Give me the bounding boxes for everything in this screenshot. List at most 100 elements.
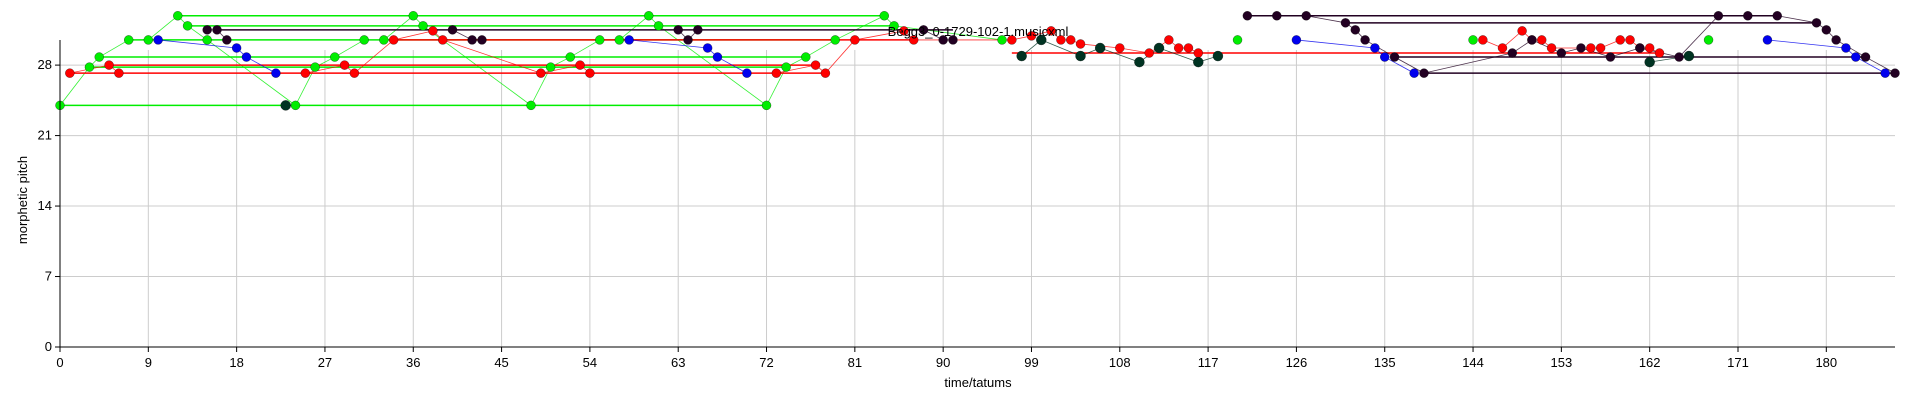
- series-green-connector: [894, 25, 1003, 41]
- series-red-point: [1645, 43, 1655, 53]
- series-blue-point: [1880, 68, 1890, 78]
- series-red-point: [810, 60, 821, 70]
- series-blue-connector: [1855, 56, 1886, 74]
- x-axis-label: time/tatums: [944, 375, 1012, 390]
- series-dark-connector: [1835, 39, 1866, 58]
- series-dark-connector: [1364, 39, 1395, 58]
- series-blue-point: [702, 43, 713, 53]
- series-dark-point: [212, 25, 222, 35]
- y-axis-label: morphetic pitch: [15, 156, 30, 244]
- y-tick-label: 14: [38, 198, 52, 213]
- series-red-point: [388, 35, 399, 45]
- series-red-point: [1066, 35, 1076, 45]
- series-red-point: [300, 68, 310, 78]
- series-red-point: [1144, 48, 1154, 58]
- series-dark-connector: [1865, 56, 1896, 74]
- series-green-point: [408, 11, 418, 21]
- series-green-connector: [619, 15, 650, 41]
- series-red-connector: [393, 30, 433, 41]
- series-dark-connector: [1531, 39, 1562, 54]
- series-green-point: [545, 62, 556, 72]
- series-red-connector: [854, 30, 904, 41]
- series-blue-connector: [1384, 56, 1415, 74]
- x-tick-label: 18: [229, 355, 243, 370]
- series-dark-point: [1635, 43, 1645, 53]
- series-green-point: [1468, 35, 1478, 45]
- series-red-point: [438, 35, 448, 45]
- series-dark-point: [1713, 11, 1724, 21]
- x-tick-label: 153: [1551, 355, 1573, 370]
- series-red-connector: [1119, 47, 1150, 54]
- series-blue-point: [1409, 68, 1419, 78]
- series-dark-point: [1743, 11, 1753, 21]
- series-blue-connector: [1767, 39, 1846, 49]
- series-dark-point: [1772, 11, 1782, 21]
- series-blue-connector: [717, 56, 748, 74]
- series-dark-point: [222, 35, 232, 45]
- x-tick-label: 81: [848, 355, 862, 370]
- series-red-point: [1546, 43, 1557, 53]
- series-red-point: [1586, 43, 1596, 53]
- series-green-point: [644, 11, 654, 21]
- series-dark-connector: [1306, 15, 1346, 24]
- series-green-point: [565, 52, 575, 62]
- series-dark-point: [673, 25, 683, 35]
- series-darkgreen-point: [1095, 42, 1106, 54]
- series-blue-point: [153, 35, 163, 45]
- series-red-point: [575, 60, 585, 70]
- series-red-point: [1115, 43, 1125, 53]
- series-darkgreen-point: [1075, 50, 1086, 62]
- series-red-point: [1183, 43, 1194, 53]
- series-dark-point: [938, 35, 948, 45]
- y-tick-label: 7: [45, 269, 52, 284]
- series-dark-point: [477, 35, 487, 45]
- series-blue-point: [1851, 52, 1861, 62]
- series-dark-point: [447, 25, 458, 35]
- series-dark-point: [1605, 52, 1616, 62]
- chart-title: Begg3_0-1729-102-1.musicxml: [888, 24, 1069, 39]
- x-tick-label: 63: [671, 355, 685, 370]
- series-dark-point: [1831, 35, 1841, 45]
- series-green-point: [830, 35, 840, 45]
- series-dark-point: [1389, 52, 1400, 62]
- x-tick-label: 117: [1198, 355, 1219, 370]
- series-dark-connector: [1610, 47, 1640, 58]
- series-dark-point: [1860, 52, 1871, 62]
- series-darkgreen-point: [1644, 56, 1655, 68]
- series-green-point: [997, 35, 1007, 45]
- series-red-point: [1517, 26, 1527, 36]
- series-dark-point: [1576, 43, 1586, 53]
- series-blue-point: [1380, 52, 1390, 62]
- series-dark-connector: [1678, 15, 1719, 58]
- x-tick-label: 27: [318, 355, 332, 370]
- series-green-point: [173, 11, 183, 21]
- series-red-point: [428, 26, 438, 36]
- series-red-connector: [305, 64, 345, 74]
- x-tick-label: 126: [1286, 355, 1308, 370]
- series-red-point: [850, 35, 860, 45]
- x-tick-label: 0: [56, 355, 63, 370]
- series-dark-connector: [1580, 47, 1611, 58]
- series-red-point: [1193, 48, 1203, 58]
- series-green-point: [182, 21, 193, 31]
- series-green-point: [761, 100, 772, 111]
- series-green-point: [879, 11, 889, 21]
- series-dark-point: [918, 25, 929, 35]
- series-red-point: [1537, 35, 1547, 45]
- series-blue-point: [1291, 35, 1302, 45]
- series-green-point: [84, 62, 95, 72]
- series-red-point: [1595, 43, 1606, 53]
- series-green-point: [1703, 35, 1714, 45]
- series-blue-point: [742, 68, 752, 78]
- series-green-point: [801, 52, 811, 62]
- series-red-connector: [354, 39, 394, 74]
- x-tick-label: 135: [1374, 355, 1396, 370]
- series-green-connector: [835, 15, 885, 41]
- series-dark-point: [202, 25, 212, 35]
- series-red-point: [1654, 48, 1665, 58]
- series-red-point: [1026, 31, 1037, 41]
- x-tick-label: 162: [1639, 355, 1661, 370]
- series-blue-point: [624, 35, 634, 45]
- series-blue-point: [712, 52, 723, 62]
